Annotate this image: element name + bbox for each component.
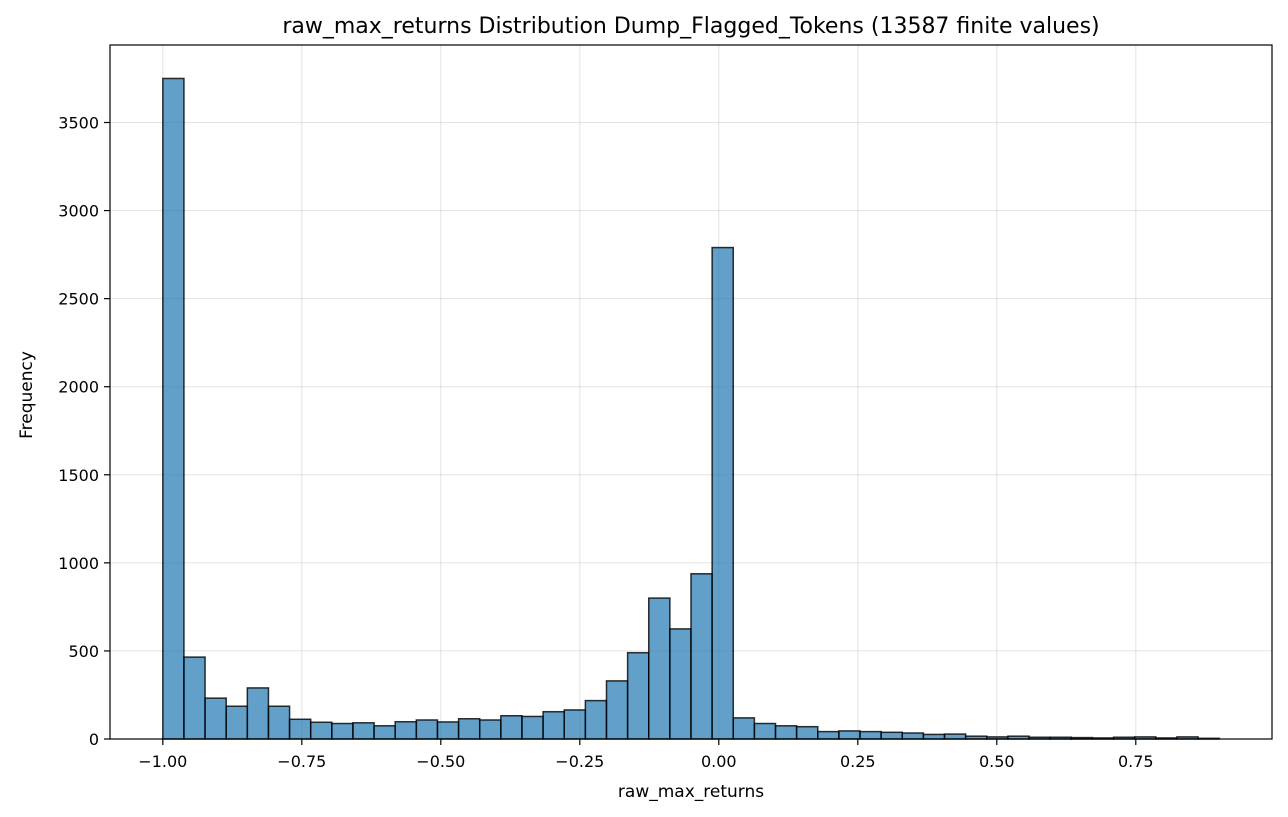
histogram-bar — [774, 725, 798, 740]
histogram-bar — [394, 720, 418, 740]
axes — [109, 44, 1273, 740]
histogram-bar — [817, 730, 840, 740]
y-tick-label: 3500 — [58, 114, 99, 133]
histogram-bar — [478, 719, 502, 740]
histogram-bar — [859, 730, 882, 740]
y-tick-label: 500 — [68, 642, 99, 661]
histogram-bar — [922, 733, 946, 740]
histogram-bar — [669, 628, 692, 740]
grid — [110, 45, 1272, 740]
tick-marks — [104, 121, 1137, 745]
histogram-bar — [542, 710, 565, 740]
x-tick-label: 0.75 — [1118, 752, 1154, 771]
y-tick-label: 3000 — [58, 202, 99, 221]
histogram-bar — [732, 717, 756, 740]
y-tick-label: 2500 — [58, 290, 99, 309]
histogram-bar — [183, 656, 206, 740]
histogram-bar — [563, 709, 587, 740]
y-tick-label: 2000 — [58, 378, 99, 397]
x-tick-label: 0.25 — [840, 752, 876, 771]
histogram-bar — [521, 715, 544, 740]
histogram-bar — [647, 597, 671, 740]
histogram-bar — [880, 731, 904, 740]
histogram-bar — [901, 732, 925, 740]
histogram-bar — [943, 733, 967, 740]
y-axis-label: Frequency — [17, 351, 37, 439]
histogram-bar — [415, 719, 439, 740]
histogram-bar — [288, 718, 312, 740]
histogram-bar — [225, 705, 249, 740]
histogram-bar — [352, 722, 375, 740]
histogram-bar — [246, 687, 270, 740]
chart-title: raw_max_returns Distribution Dump_Flagge… — [282, 14, 1099, 39]
histogram-bars — [162, 77, 1220, 740]
histogram-bar — [331, 722, 354, 740]
histogram-bar — [436, 721, 460, 740]
histogram-bar — [162, 77, 185, 740]
x-tick-label: −1.00 — [138, 752, 187, 771]
x-axis-label: raw_max_returns — [618, 782, 764, 802]
plot-frame — [109, 44, 1273, 740]
x-tick-label: 0.50 — [979, 752, 1015, 771]
histogram-bar — [838, 730, 861, 740]
histogram-bar — [753, 722, 777, 740]
histogram-bar — [204, 697, 227, 740]
histogram-bar — [626, 651, 650, 740]
histogram-bar — [605, 680, 629, 740]
histogram-bar — [373, 725, 396, 740]
histogram-bar — [690, 573, 713, 740]
y-tick-label: 1000 — [58, 554, 99, 573]
histogram-bar — [309, 721, 333, 740]
histogram-bar — [500, 714, 523, 740]
x-tick-label: −0.75 — [277, 752, 326, 771]
histogram-bar — [711, 246, 735, 740]
histogram-bar — [795, 725, 819, 740]
x-tick-label: −0.25 — [555, 752, 604, 771]
histogram-bar — [267, 705, 291, 740]
y-tick-label: 0 — [89, 730, 99, 749]
y-tick-label: 1500 — [58, 466, 99, 485]
x-tick-label: 0.00 — [701, 752, 737, 771]
histogram-bar — [457, 717, 481, 740]
x-tick-label: −0.50 — [416, 752, 465, 771]
histogram-bar — [584, 699, 608, 740]
